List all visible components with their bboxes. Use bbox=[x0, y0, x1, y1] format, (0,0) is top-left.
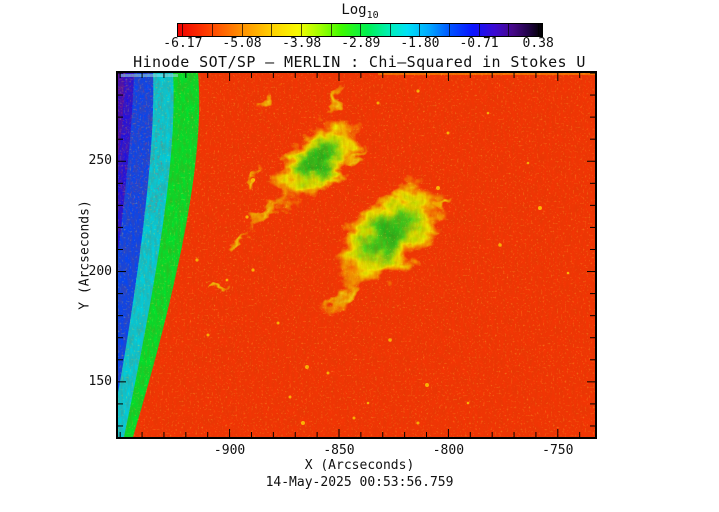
colorbar-tick-label: 0.38 bbox=[522, 36, 554, 51]
colorbar-tick bbox=[537, 24, 539, 36]
colorbar-tick bbox=[182, 24, 184, 36]
x-axis-label: X (Arcseconds) bbox=[304, 458, 415, 473]
plot-title: Hinode SOT/SP — MERLIN : Chi—Squared in … bbox=[133, 53, 586, 71]
x-tick-label: -900 bbox=[213, 443, 246, 458]
colorbar-minor-tick bbox=[211, 24, 213, 36]
colorbar-tick-label: -5.08 bbox=[222, 36, 262, 51]
colorbar-tick-label: -3.98 bbox=[282, 36, 322, 51]
y-tick-label: 150 bbox=[88, 373, 112, 389]
axis-ticks bbox=[118, 73, 595, 437]
x-tick-label: -850 bbox=[323, 443, 355, 458]
colorbar-minor-tick bbox=[508, 24, 510, 36]
colorbar-tick bbox=[301, 24, 303, 36]
y-axis-label: Y (Arcseconds) bbox=[77, 200, 93, 310]
colorbar-title-text: Log bbox=[341, 2, 367, 18]
colorbar-tick bbox=[241, 24, 243, 36]
colorbar-title: Log10 bbox=[178, 1, 542, 25]
colorbar-tick-label: -0.71 bbox=[459, 36, 499, 51]
heatmap-image bbox=[118, 73, 595, 437]
y-tick-label: 250 bbox=[88, 153, 112, 169]
noise-mottle-overlay bbox=[118, 73, 595, 437]
colorbar-tick bbox=[478, 24, 480, 36]
colorbar-minor-tick bbox=[330, 24, 332, 36]
colorbar bbox=[177, 23, 543, 37]
colorbar-tick-label: -2.89 bbox=[341, 36, 381, 51]
colorbar-minor-tick bbox=[271, 24, 273, 36]
y-tick-label: 200 bbox=[88, 263, 112, 279]
colorbar-minor-tick bbox=[389, 24, 391, 36]
colorbar-minor-tick bbox=[449, 24, 450, 36]
colorbar-tick bbox=[360, 24, 362, 36]
observation-timestamp: 14-May-2025 00:53:56.759 bbox=[265, 475, 454, 490]
colorbar-tick-label: -6.17 bbox=[163, 36, 203, 51]
x-tick-label: -800 bbox=[432, 443, 465, 458]
colorbar-tick-label: -1.80 bbox=[400, 36, 440, 51]
colorbar-title-subscript: 10 bbox=[366, 9, 379, 21]
colorbar-tick bbox=[419, 24, 421, 36]
x-tick-label: -750 bbox=[542, 443, 574, 458]
heatmap-plot bbox=[116, 71, 597, 439]
